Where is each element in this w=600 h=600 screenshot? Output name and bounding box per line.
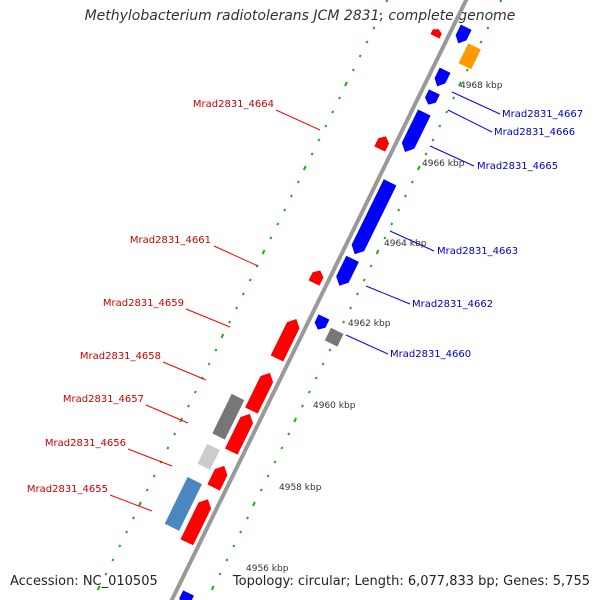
scale-label: 4960 kbp — [313, 401, 356, 411]
scale-ticks — [96, 0, 503, 591]
feature-forward-4658 — [245, 372, 274, 414]
feature-reverse-bottom — [179, 590, 194, 600]
feature-red-top — [430, 29, 442, 39]
leader-line — [162, 361, 207, 381]
scale-ring-left — [96, 0, 389, 591]
leader-line — [275, 109, 321, 131]
accession-text: Accession: NC_010505 — [10, 574, 158, 589]
feature-reverse-4665 — [401, 109, 431, 152]
gene-label-reverse: Mrad2831_4665 — [477, 161, 558, 172]
label-leaders — [109, 91, 501, 512]
feature-reverse-c — [425, 89, 440, 105]
leader-line — [145, 404, 189, 424]
scale-labels: 4968 kbp 4966 kbp 4964 kbp 4962 kbp 4960 kbp… — [246, 81, 503, 574]
scale-label: 4962 kbp — [348, 319, 391, 329]
gene-label-reverse: Mrad2831_4663 — [437, 246, 518, 257]
feature-track — [164, 24, 481, 600]
gene-label-reverse: Mrad2831_4666 — [494, 127, 575, 138]
gene-label-forward: Mrad2831_4655 — [27, 484, 108, 495]
gene-label-forward: Mrad2831_4661 — [130, 235, 211, 246]
scale-label: 4966 kbp — [422, 159, 465, 169]
gene-label-forward: Mrad2831_4659 — [103, 298, 184, 309]
leader-line — [109, 494, 153, 512]
feature-forward-4656 — [207, 465, 228, 491]
feature-forward-4661 — [308, 270, 324, 286]
feature-gray-a — [324, 327, 344, 347]
feature-forward-4659 — [270, 319, 300, 362]
genome-backbone — [169, 0, 469, 600]
leader-line — [429, 145, 475, 167]
leader-line — [451, 91, 501, 115]
scale-label: 4956 kbp — [246, 564, 289, 574]
leader-line — [389, 230, 435, 252]
gene-label-forward: Mrad2831_4657 — [63, 394, 144, 405]
leader-line — [365, 285, 411, 305]
scale-label: 4958 kbp — [279, 483, 322, 493]
feature-reverse-b — [434, 67, 451, 87]
gene-label-reverse: Mrad2831_4660 — [390, 349, 471, 360]
gene-label-forward: Mrad2831_4656 — [45, 438, 126, 449]
feature-orange — [458, 43, 481, 70]
leader-line — [447, 109, 493, 133]
feature-forward-4655 — [180, 499, 212, 546]
map-title: Methylobacterium radiotolerans JCM 2831,… — [84, 8, 516, 24]
leader-line — [345, 334, 389, 355]
gene-label-reverse: Mrad2831_4662 — [412, 299, 493, 310]
feature-light — [197, 443, 220, 470]
gene-label-reverse: Mrad2831_4667 — [502, 109, 583, 120]
gene-label-forward: Mrad2831_4658 — [80, 351, 161, 362]
feature-forward-4664 — [374, 136, 390, 152]
scale-ring-right — [210, 0, 503, 591]
feature-reverse-4662 — [336, 255, 359, 286]
feature-reverse-a — [455, 24, 472, 44]
gene-labels: Mrad2831_4664 Mrad2831_4661 Mrad2831_4659 M… — [27, 99, 583, 495]
feature-gray-b — [212, 393, 245, 440]
topology-text: Topology: circular; Length: 6,077,833 bp… — [232, 574, 590, 589]
feature-forward-4657 — [225, 413, 253, 455]
scale-label: 4968 kbp — [460, 81, 503, 91]
leader-line — [127, 448, 173, 467]
gene-label-forward: Mrad2831_4664 — [193, 99, 274, 110]
scale-label: 4964 kbp — [384, 239, 427, 249]
leader-line — [213, 245, 259, 267]
leader-line — [185, 308, 231, 328]
feature-reverse-4660 — [314, 314, 330, 330]
feature-blue — [164, 477, 202, 531]
feature-reverse-4663 — [351, 179, 397, 255]
